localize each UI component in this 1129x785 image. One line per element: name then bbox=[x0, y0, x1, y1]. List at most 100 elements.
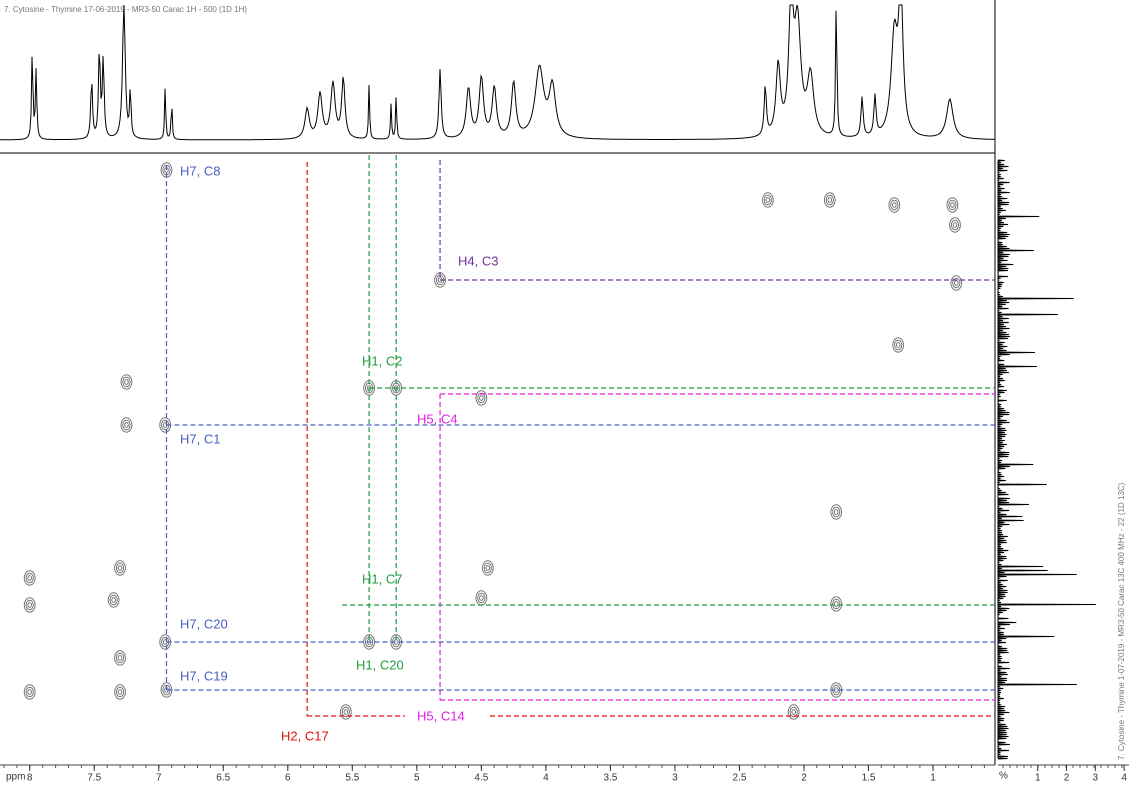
cross-peak bbox=[791, 709, 796, 715]
annotation-label: H2, C17 bbox=[281, 728, 329, 743]
x-axis-label: ppm bbox=[6, 772, 25, 783]
cross-peak bbox=[949, 217, 961, 233]
side-tick-label: 2 bbox=[1064, 773, 1070, 784]
x-tick-label: 5.5 bbox=[345, 773, 359, 784]
cross-peak bbox=[23, 597, 36, 613]
cross-peak bbox=[27, 602, 32, 608]
cross-peak bbox=[830, 596, 843, 612]
cross-peak bbox=[950, 202, 955, 208]
annotation-label: H4, C3 bbox=[458, 253, 498, 268]
carbon-trace bbox=[997, 159, 1096, 760]
cross-peak bbox=[25, 599, 34, 611]
cross-peak bbox=[27, 575, 32, 581]
cross-peak bbox=[948, 199, 957, 211]
cross-peak bbox=[339, 704, 352, 720]
cross-peak bbox=[832, 506, 841, 518]
cross-peak bbox=[765, 197, 771, 203]
cross-peak bbox=[892, 202, 897, 208]
x-tick-label: 1 bbox=[930, 773, 936, 784]
cross-peak bbox=[952, 277, 961, 289]
cross-peak bbox=[950, 219, 960, 231]
cross-peak bbox=[483, 562, 492, 574]
cross-peak bbox=[120, 417, 133, 433]
cross-peak bbox=[120, 374, 133, 390]
cross-peak bbox=[475, 390, 488, 406]
cross-peak bbox=[481, 560, 494, 576]
cross-peak bbox=[114, 684, 126, 700]
x-tick-label: 4 bbox=[543, 773, 549, 784]
side-tick-label: 1 bbox=[1035, 773, 1041, 784]
cross-peak bbox=[124, 422, 129, 428]
annotation-label: H7, C19 bbox=[180, 668, 228, 683]
cross-peak bbox=[761, 192, 774, 208]
annotation-label: H1, C2 bbox=[362, 353, 402, 368]
x-tick-label: 2.5 bbox=[733, 773, 747, 784]
cross-peak bbox=[485, 565, 491, 571]
x-tick-label: 4.5 bbox=[474, 773, 488, 784]
annotation-label: H7, C1 bbox=[180, 431, 220, 446]
cross-peak bbox=[952, 222, 958, 228]
x-tick-label: 7.5 bbox=[87, 773, 101, 784]
side-tick-label: 3 bbox=[1093, 773, 1099, 784]
cross-peak bbox=[122, 376, 131, 388]
cross-peak bbox=[833, 509, 839, 515]
cross-peak bbox=[23, 570, 36, 586]
cross-peak bbox=[117, 655, 123, 661]
side-title: 7. Cytosine - Thymine 1-07-2019 - MR3-50… bbox=[1117, 482, 1126, 760]
side-tick-label: 4 bbox=[1121, 773, 1127, 784]
cross-peak bbox=[114, 650, 126, 666]
cross-peak bbox=[25, 686, 34, 698]
cross-peak bbox=[114, 560, 126, 576]
x-tick-label: 6.5 bbox=[216, 773, 230, 784]
x-tick-label: 7 bbox=[156, 773, 162, 784]
cross-peak bbox=[479, 595, 484, 601]
annotation-label: H7, C20 bbox=[180, 616, 228, 631]
cross-peak bbox=[27, 689, 32, 695]
cross-peak bbox=[122, 419, 131, 431]
cross-peak bbox=[894, 339, 903, 351]
cross-peak bbox=[789, 706, 798, 718]
x-tick-label: 1.5 bbox=[862, 773, 876, 784]
cross-peak bbox=[946, 197, 959, 213]
proton-trace bbox=[0, 4, 995, 141]
cross-peak bbox=[787, 704, 800, 720]
cross-peak bbox=[343, 709, 349, 715]
annotation-label: H7, C8 bbox=[180, 163, 220, 178]
cross-peak bbox=[479, 395, 484, 401]
annotation-label: H1, C7 bbox=[362, 571, 402, 586]
cross-peak bbox=[477, 592, 486, 604]
x-tick-label: 3.5 bbox=[603, 773, 617, 784]
cross-peak bbox=[117, 689, 123, 695]
chart-title: 7. Cytosine - Thymine 17-06-2019 - MR3-5… bbox=[4, 5, 247, 14]
cross-peak bbox=[160, 682, 173, 698]
cross-peak bbox=[341, 706, 350, 718]
annotation-label: H1, C20 bbox=[356, 657, 404, 672]
cross-peak bbox=[109, 594, 118, 606]
annotation-label: H5, C14 bbox=[417, 708, 465, 723]
annotation-label: H5, C4 bbox=[417, 411, 457, 426]
x-tick-label: 5 bbox=[414, 773, 420, 784]
cross-peak bbox=[115, 562, 125, 574]
cross-peak bbox=[830, 504, 843, 520]
cross-peak bbox=[107, 592, 120, 608]
cross-peak bbox=[832, 598, 841, 610]
cross-peak bbox=[115, 686, 125, 698]
cross-peak bbox=[895, 342, 901, 348]
x-tick-label: 6 bbox=[285, 773, 291, 784]
cross-peak bbox=[892, 337, 905, 353]
cross-peak bbox=[890, 199, 899, 211]
cross-peak bbox=[823, 192, 836, 208]
cross-peak bbox=[827, 197, 833, 203]
cross-peak bbox=[117, 565, 123, 571]
side-axis-label: % bbox=[999, 771, 1008, 782]
cross-peak bbox=[124, 379, 129, 385]
cross-peak bbox=[111, 597, 116, 603]
x-tick-label: 3 bbox=[672, 773, 678, 784]
cross-peak bbox=[25, 572, 34, 584]
cross-peak bbox=[477, 392, 486, 404]
x-tick-label: 2 bbox=[801, 773, 807, 784]
cross-peak bbox=[950, 275, 963, 291]
cross-peak bbox=[115, 652, 125, 664]
cross-peak bbox=[23, 684, 36, 700]
